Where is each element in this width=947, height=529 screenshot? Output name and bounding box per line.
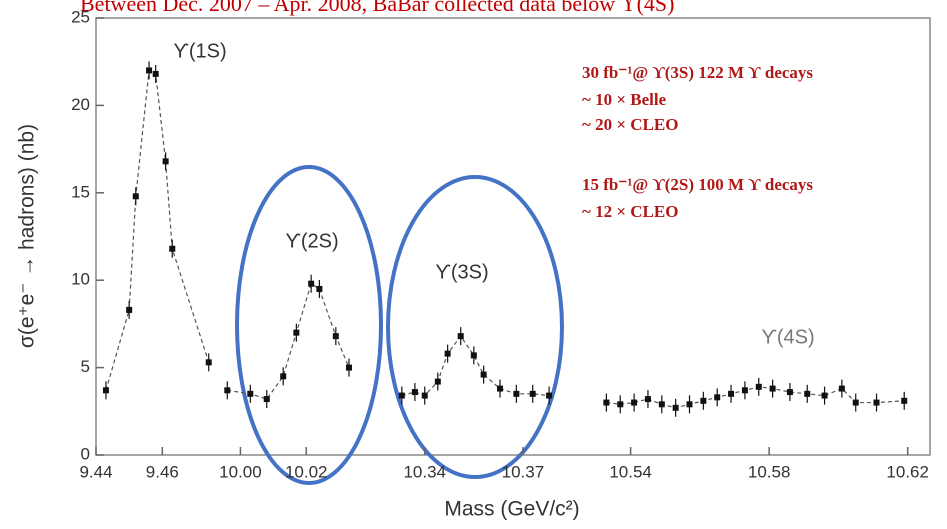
data-point <box>398 392 405 399</box>
data-point <box>205 359 212 366</box>
data-point <box>132 193 139 200</box>
data-point <box>457 333 464 340</box>
note: 15 fb⁻¹@ ϒ(2S) 100 M ϒ decays <box>582 175 813 194</box>
data-point <box>411 389 418 396</box>
data-point <box>162 158 169 165</box>
data-point <box>804 390 811 397</box>
y-tick-label: 5 <box>81 357 90 376</box>
peak-label: ϒ(2S) <box>285 230 338 252</box>
x-tick-label: 10.02 <box>285 462 328 481</box>
data-point <box>631 399 638 406</box>
note: ~ 20 × CLEO <box>582 115 678 134</box>
data-point <box>444 350 451 357</box>
data-point <box>480 371 487 378</box>
y-tick-label: 25 <box>71 7 90 26</box>
data-point <box>169 245 176 252</box>
data-point <box>755 383 762 390</box>
data-point <box>529 390 536 397</box>
x-tick-label: 9.44 <box>79 462 112 481</box>
peak-label: ϒ(4S) <box>761 326 814 348</box>
data-point <box>280 373 287 380</box>
data-point <box>686 401 693 408</box>
data-point <box>546 392 553 399</box>
data-point <box>838 385 845 392</box>
data-point <box>152 70 159 77</box>
x-tick-label: 10.34 <box>403 462 446 481</box>
highlight-ellipse <box>386 175 564 479</box>
data-point <box>852 399 859 406</box>
x-tick-label: 10.62 <box>886 462 929 481</box>
data-point <box>263 396 270 403</box>
y-axis-label: σ(e⁺e⁻ → hadrons) (nb) <box>16 124 39 348</box>
data-point <box>901 397 908 404</box>
data-point <box>644 396 651 403</box>
data-point <box>873 399 880 406</box>
peak-label: ϒ(3S) <box>435 261 488 283</box>
data-point <box>786 389 793 396</box>
x-tick-label: 10.58 <box>748 462 791 481</box>
data-point <box>224 387 231 394</box>
data-point <box>316 285 323 292</box>
y-tick-label: 0 <box>81 444 90 463</box>
fit-line <box>227 282 350 400</box>
x-tick-label: 9.46 <box>146 462 179 481</box>
data-point <box>126 306 133 313</box>
chart-title: Between Dec. 2007 – Apr. 2008, BaBar col… <box>80 0 674 16</box>
note: ~ 12 × CLEO <box>582 202 678 221</box>
note: 30 fb⁻¹@ ϒ(3S) 122 M ϒ decays <box>582 63 813 82</box>
data-point <box>714 394 721 401</box>
data-point <box>345 364 352 371</box>
highlight-ellipse <box>235 165 383 485</box>
x-tick-label: 10.37 <box>502 462 545 481</box>
data-point <box>293 329 300 336</box>
data-point <box>658 401 665 408</box>
data-point <box>102 387 109 394</box>
data-point <box>617 401 624 408</box>
data-point <box>769 385 776 392</box>
x-axis-label: Mass (GeV/c²) <box>444 498 579 521</box>
data-point <box>308 280 315 287</box>
data-point <box>700 397 707 404</box>
y-tick-label: 15 <box>71 182 90 201</box>
data-point <box>247 390 254 397</box>
y-tick-label: 10 <box>71 270 90 289</box>
x-tick-label: 10.54 <box>609 462 652 481</box>
plot-frame <box>95 17 931 456</box>
data-point <box>513 390 520 397</box>
fit-line <box>105 69 210 391</box>
fit-line <box>606 386 905 409</box>
data-point <box>146 67 153 74</box>
data-point <box>741 387 748 394</box>
note: ~ 10 × Belle <box>582 90 667 109</box>
fit-line <box>401 335 550 397</box>
data-point <box>497 385 503 392</box>
data-point <box>728 390 735 397</box>
y-tick-label: 20 <box>71 95 90 114</box>
data-point <box>672 404 679 411</box>
data-point <box>421 392 428 399</box>
peak-label: ϒ(1S) <box>173 40 226 62</box>
x-tick-label: 10.00 <box>219 462 262 481</box>
data-point <box>470 352 477 359</box>
data-point <box>821 392 828 399</box>
data-point <box>434 378 441 385</box>
data-point <box>603 399 610 406</box>
data-point <box>332 333 339 340</box>
